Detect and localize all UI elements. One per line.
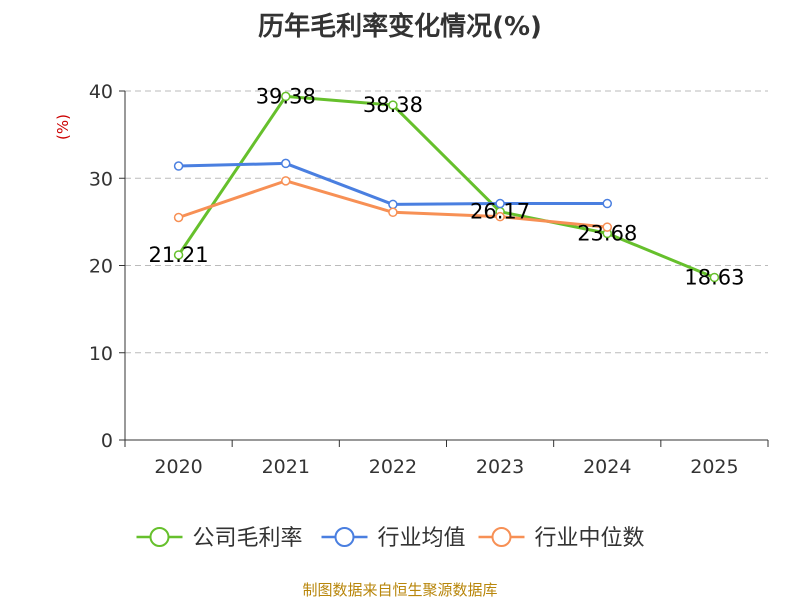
data-label-2024: 23.68 xyxy=(577,221,637,245)
grid-lines xyxy=(125,90,768,354)
data-label-2020: 21.21 xyxy=(149,243,209,267)
legend: 公司毛利率 行业均值 行业中位数 xyxy=(136,526,645,551)
data-label-2021: 39.38 xyxy=(256,84,316,108)
legend-marker-0 xyxy=(149,527,170,547)
point-2-2020 xyxy=(173,212,184,223)
data-labels: 21.21 39.38 38.38 26.17 23.68 18.63 xyxy=(149,84,745,289)
point-1-2024 xyxy=(602,198,612,209)
series-line-0 xyxy=(177,94,715,279)
x-tick-label-2023: 2023 xyxy=(476,456,524,478)
point-1-2023 xyxy=(495,198,505,209)
series-lines xyxy=(173,91,720,283)
y-axis-label: (%) xyxy=(54,114,72,140)
x-tick-label-2022: 2022 xyxy=(369,456,417,478)
x-tick-label-2021: 2021 xyxy=(262,456,310,478)
legend-marker-2 xyxy=(491,527,512,547)
chart-title: 历年毛利率变化情况(%) xyxy=(258,12,542,42)
y-tick-label-30: 30 xyxy=(89,168,113,190)
data-label-2025: 18.63 xyxy=(684,265,744,289)
data-label-2022: 38.38 xyxy=(363,93,423,117)
legend-label-1: 行业均值 xyxy=(378,526,466,551)
point-0-2021 xyxy=(281,91,291,102)
y-tick-label-0: 0 xyxy=(101,430,113,452)
legend-marker-1 xyxy=(334,527,355,547)
x-tick-label-2025: 2025 xyxy=(690,456,738,478)
x-tick-label-2020: 2020 xyxy=(154,456,202,478)
point-0-2022 xyxy=(388,100,398,110)
point-1-2021 xyxy=(281,158,291,169)
point-0-2020 xyxy=(173,250,184,260)
y-tick-label-20: 20 xyxy=(89,256,113,278)
point-2-2022 xyxy=(388,207,398,218)
legend-label-0: 公司毛利率 xyxy=(193,526,303,551)
legend-label-2: 行业中位数 xyxy=(535,526,645,551)
point-2-2021 xyxy=(281,176,291,186)
source-note: 制图数据来自恒生聚源数据库 xyxy=(302,581,498,599)
y-tick-label-40: 40 xyxy=(89,81,113,103)
point-1-2020 xyxy=(173,161,184,171)
point-2-2023 xyxy=(495,211,505,222)
x-tick-label-2024: 2024 xyxy=(583,456,631,478)
point-2-2024 xyxy=(602,222,612,232)
series-line-1 xyxy=(178,161,608,206)
y-tick-label-10: 10 xyxy=(89,343,113,365)
axes: 0 10 20 30 40 2020 2021 2022 2023 2024 2025 xyxy=(89,81,769,478)
point-1-2022 xyxy=(388,199,398,210)
data-label-2023: 26.17 xyxy=(470,200,530,224)
point-0-2025 xyxy=(709,272,720,283)
